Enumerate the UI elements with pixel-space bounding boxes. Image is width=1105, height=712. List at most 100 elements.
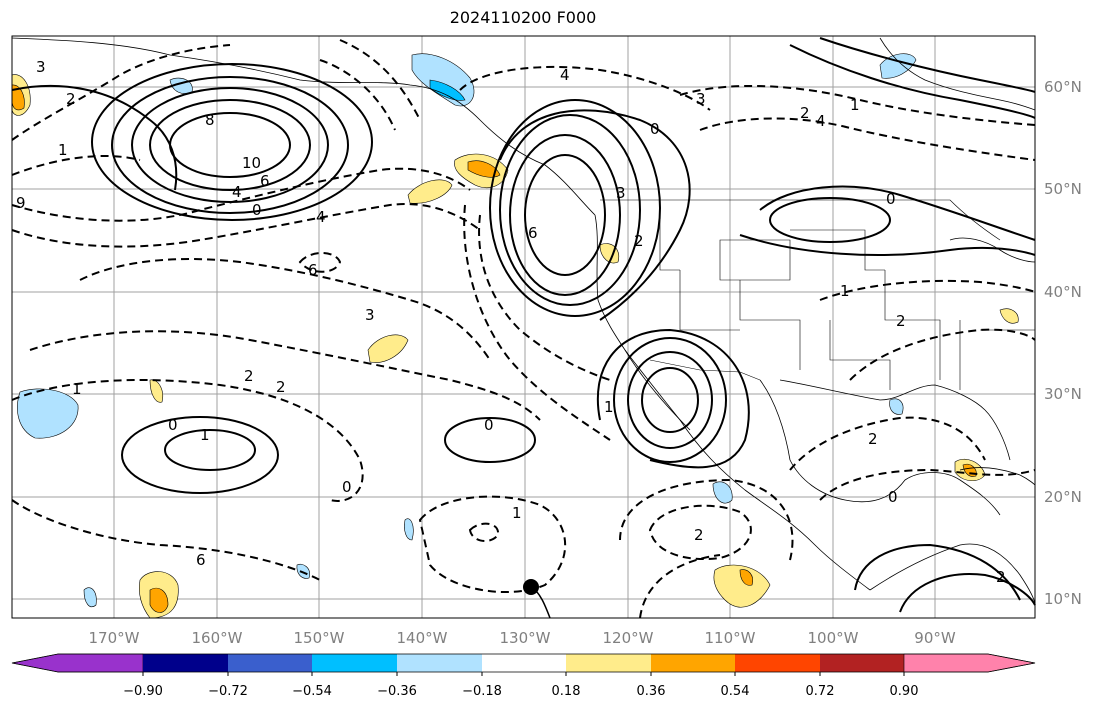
- contour-label: 2: [868, 430, 878, 448]
- shaded-patches: [11, 53, 1019, 619]
- contour-labels: 3 2 8 10 4 6 0 1 9 4 6 3 2 2 0 1 1 0 0 1…: [16, 58, 1006, 586]
- lon-label: 100°W: [808, 629, 859, 647]
- contour-dashed: [478, 214, 611, 381]
- contour-solid: [789, 44, 1036, 119]
- colorbar-segment: [735, 654, 820, 672]
- contour-solid: [111, 76, 349, 214]
- border-state: [719, 239, 791, 281]
- patch-yellow: [149, 379, 163, 403]
- contour-label: 4: [560, 66, 570, 84]
- contour-label: 1: [72, 380, 82, 398]
- coast-florida: [984, 409, 1011, 461]
- map-frame: [11, 35, 1036, 619]
- colorbar-label: 0.72: [806, 684, 835, 699]
- contour-solid: [739, 234, 1036, 256]
- contour-solid: [149, 99, 311, 191]
- contour-label: 0: [168, 416, 178, 434]
- contour-label: 4: [232, 183, 242, 201]
- coast-mexico-east: [759, 379, 1001, 516]
- contour-label: 2: [66, 90, 76, 108]
- contour-label: 1: [200, 426, 210, 444]
- colorbar: −0.90 −0.72 −0.54 −0.36 −0.18 0.18 0.36 …: [11, 653, 1036, 699]
- patch-blue: [83, 587, 97, 608]
- contour-label: 0: [650, 120, 660, 138]
- colorbar-segment: [143, 654, 228, 672]
- border-state: [829, 320, 891, 390]
- contour-label: 1: [604, 398, 614, 416]
- lat-label: 50°N: [1044, 180, 1082, 198]
- lon-label: 90°W: [914, 629, 956, 647]
- patch-blue: [712, 481, 733, 504]
- contour-label: 0: [888, 488, 898, 506]
- contour-dashed: [639, 554, 721, 619]
- coast-gulf: [779, 379, 986, 411]
- map-title: 2024110200 F000: [449, 8, 597, 27]
- colorbar-segment: [397, 654, 482, 672]
- contour-dashed: [819, 279, 1036, 301]
- contour-dashed: [29, 330, 541, 421]
- contour-solid: [596, 328, 750, 469]
- lat-label: 40°N: [1044, 283, 1082, 301]
- storm-track: [530, 586, 551, 619]
- contour-dashed: [11, 379, 364, 502]
- lat-label: 60°N: [1044, 78, 1082, 96]
- contour-label: 1: [58, 141, 68, 159]
- contour-solid: [121, 416, 279, 494]
- colorbar-label: −0.90: [123, 684, 163, 699]
- colorbar-segment: [312, 654, 397, 672]
- contour-solid: [627, 351, 713, 449]
- contour-solid: [489, 99, 661, 317]
- patch-orange: [149, 587, 169, 613]
- contour-label: 0: [252, 201, 262, 219]
- lon-label: 150°W: [294, 629, 345, 647]
- contour-solid: [164, 429, 256, 471]
- contours: [11, 37, 1036, 619]
- contour-solid: [759, 185, 1036, 241]
- contour-dashed: [819, 468, 1036, 501]
- contour-label: 3: [365, 306, 375, 324]
- contour-dashed: [11, 499, 321, 581]
- patch-yellow: [999, 308, 1019, 324]
- border-state: [739, 280, 801, 370]
- colorbar-segment: [11, 653, 144, 673]
- colorbar-segment: [228, 654, 312, 672]
- border-state: [884, 270, 941, 380]
- contour-dashed: [418, 495, 567, 594]
- contour-label: 1: [512, 504, 522, 522]
- contour-solid: [613, 337, 727, 463]
- contour-solid: [499, 114, 641, 306]
- contour-label: 3: [696, 90, 706, 108]
- colorbar-label: 0.18: [552, 684, 581, 699]
- contour-label: 6: [260, 172, 270, 190]
- patch-orange: [467, 160, 501, 178]
- lon-label: 110°W: [705, 629, 756, 647]
- contour-dashed: [11, 167, 471, 222]
- contour-dashed: [648, 504, 752, 561]
- contour-dashed: [459, 65, 711, 111]
- lon-label: 140°W: [397, 629, 448, 647]
- contour-label: 2: [996, 568, 1006, 586]
- contour-solid: [509, 134, 621, 296]
- contour-dashed: [319, 59, 396, 131]
- lon-labels: 170°W 160°W 150°W 140°W 130°W 120°W 110°…: [89, 629, 956, 647]
- contour-label: 1: [840, 282, 850, 300]
- patch-yellow: [713, 564, 771, 608]
- patch-orange: [11, 84, 25, 111]
- colorbar-label: −0.36: [377, 684, 417, 699]
- contour-label: 6: [528, 224, 538, 242]
- lon-label: 160°W: [192, 629, 243, 647]
- contour-solid: [444, 417, 536, 463]
- contour-solid: [899, 573, 1036, 613]
- contour-label: 2: [896, 312, 906, 330]
- contour-label: 6: [308, 261, 318, 279]
- lat-label: 30°N: [1044, 385, 1082, 403]
- contour-dashed: [79, 258, 491, 361]
- patch-yellow: [599, 243, 620, 264]
- contour-dashed: [463, 204, 611, 441]
- political-borders: [600, 199, 1035, 390]
- contour-label: 9: [16, 194, 26, 212]
- colorbar-segment: [566, 654, 651, 672]
- patch-blue: [17, 388, 79, 439]
- patch-yellow: [367, 334, 409, 363]
